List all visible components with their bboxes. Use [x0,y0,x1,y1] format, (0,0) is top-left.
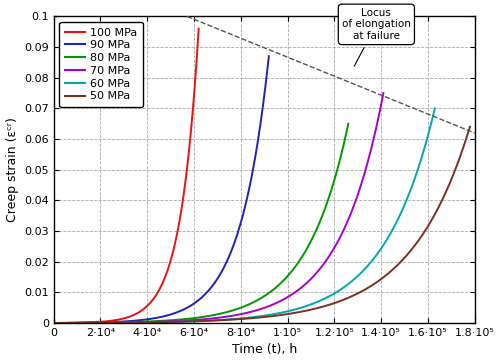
Legend: 100 MPa, 90 MPa, 80 MPa, 70 MPa, 60 MPa, 50 MPa: 100 MPa, 90 MPa, 80 MPa, 70 MPa, 60 MPa,… [60,22,143,107]
100 MPa [166,262,172,267]
100 MPa [50,321,56,325]
90 MPa [72,321,78,325]
50 MPa [234,317,240,321]
50 MPa [93,321,99,325]
70 MPa [277,299,283,303]
80 MPa [50,321,56,325]
100 MPa [150,297,156,301]
80 MPa [180,317,186,321]
80 MPa [253,299,259,303]
Y-axis label: Creep strain (εᶜʳ): Creep strain (εᶜʳ) [6,117,18,222]
100 MPa [196,26,202,31]
60 MPa [348,280,354,284]
50 MPa [382,273,388,278]
50 MPa [375,279,381,283]
70 MPa [380,91,386,95]
Line: 80 MPa: 80 MPa [54,124,348,323]
70 MPa [196,317,202,322]
90 MPa [146,317,152,321]
Line: 60 MPa: 60 MPa [54,109,435,323]
60 MPa [432,106,438,111]
70 MPa [184,318,190,323]
70 MPa [314,270,320,275]
60 MPa [90,321,96,325]
60 MPa [205,319,211,323]
90 MPa [198,295,204,300]
60 MPa [218,318,224,322]
90 MPa [218,270,224,274]
60 MPa [312,300,318,305]
60 MPa [50,321,56,325]
90 MPa [138,318,143,322]
100 MPa [164,270,170,275]
X-axis label: Time (t), h: Time (t), h [232,344,297,357]
80 MPa [280,278,286,283]
90 MPa [50,321,56,325]
Line: 70 MPa: 70 MPa [54,93,384,323]
80 MPa [81,321,87,325]
70 MPa [308,277,314,281]
100 MPa [66,321,71,325]
80 MPa [346,122,352,126]
70 MPa [50,321,56,325]
50 MPa [467,125,473,129]
50 MPa [336,299,342,303]
Line: 50 MPa: 50 MPa [54,127,470,323]
Line: 90 MPa: 90 MPa [54,56,269,323]
Text: Locus
of elongation
at failure: Locus of elongation at failure [342,8,411,66]
70 MPa [84,321,90,325]
100 MPa [114,317,120,322]
100 MPa [110,319,116,323]
Line: 100 MPa: 100 MPa [54,29,199,323]
80 MPa [170,318,176,322]
50 MPa [219,318,225,322]
90 MPa [266,54,272,59]
80 MPa [286,273,292,277]
60 MPa [355,274,361,278]
90 MPa [222,262,228,267]
50 MPa [50,321,56,325]
